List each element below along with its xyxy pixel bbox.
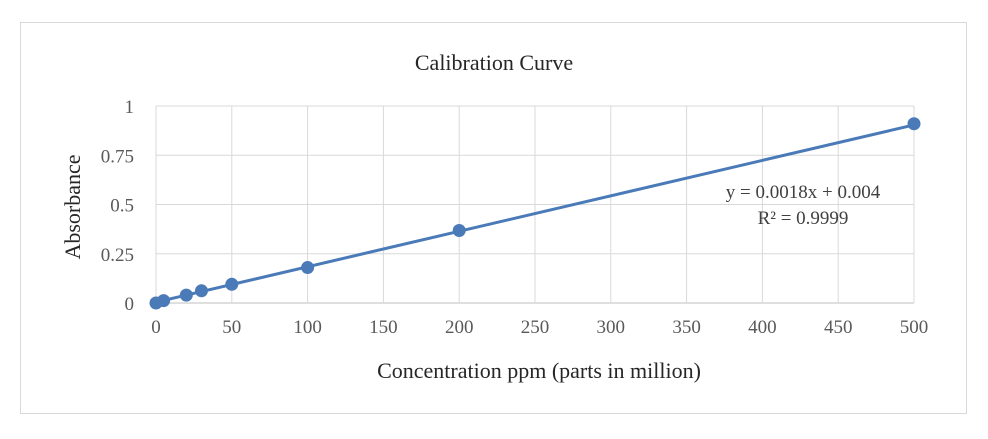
trendline-r-squared: R² = 0.9999 — [758, 208, 849, 229]
y-tick-label: 0.75 — [101, 146, 134, 167]
chart-frame — [20, 22, 967, 414]
x-tick-label: 150 — [369, 317, 398, 338]
trendline-layer — [155, 123, 915, 304]
y-axis-title: Absorbance — [60, 154, 85, 259]
x-tick-labels: 0 50 100 150 200 250 300 350 400 450 500 — [151, 317, 928, 338]
data-point — [452, 224, 466, 238]
x-tick-label: 350 — [672, 317, 701, 338]
x-tick-label: 100 — [293, 317, 322, 338]
x-tick-label: 50 — [222, 317, 241, 338]
data-point — [194, 284, 208, 298]
data-point — [179, 288, 193, 302]
data-point — [157, 294, 171, 308]
data-point — [907, 117, 921, 131]
trendline — [155, 123, 915, 304]
x-tick-label: 500 — [900, 317, 929, 338]
y-tick-label: 0.25 — [101, 245, 134, 266]
x-tick-label: 200 — [445, 317, 474, 338]
x-tick-label: 250 — [521, 317, 550, 338]
chart-title: Calibration Curve — [415, 50, 573, 75]
x-tick-label: 400 — [748, 317, 777, 338]
grid-lines — [155, 105, 915, 304]
y-tick-label: 1 — [125, 97, 135, 118]
data-points — [149, 117, 921, 310]
data-point — [301, 261, 315, 275]
y-tick-labels: 0 0.25 0.5 0.75 1 — [101, 97, 134, 315]
x-tick-label: 0 — [151, 317, 161, 338]
data-point — [225, 277, 239, 291]
y-tick-label: 0.5 — [110, 196, 134, 217]
x-tick-label: 300 — [597, 317, 626, 338]
y-tick-label: 0 — [125, 294, 135, 315]
x-axis-title: Concentration ppm (parts in million) — [377, 358, 701, 383]
trendline-equation: y = 0.0018x + 0.004 — [726, 182, 881, 203]
x-tick-label: 450 — [824, 317, 853, 338]
